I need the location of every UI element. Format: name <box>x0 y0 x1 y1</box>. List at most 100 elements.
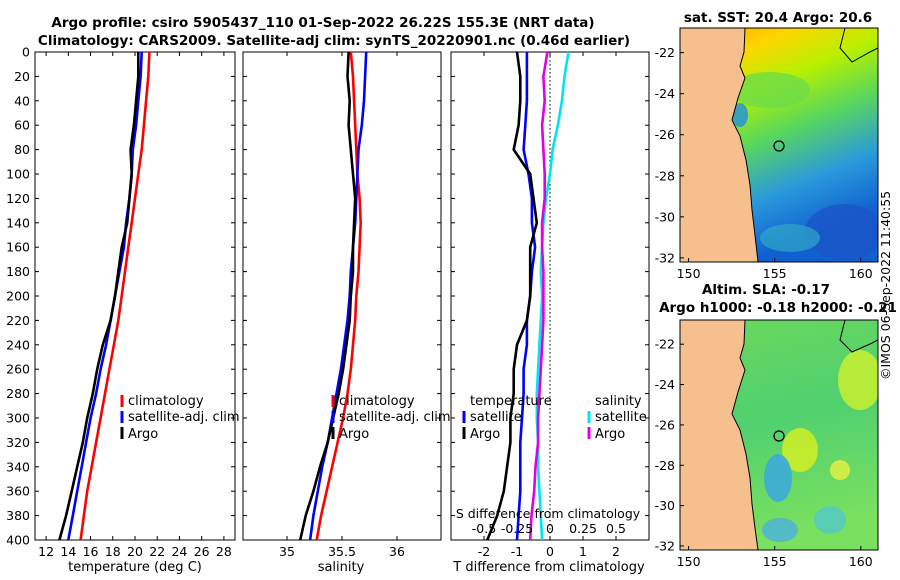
sst-map-ticks: 150 155 160 -22 -24 -26 -28 -30 -32 <box>655 45 873 281</box>
longitude-tick-label: 150 <box>677 554 701 569</box>
sla-map <box>680 320 878 550</box>
series-argo <box>298 51 357 541</box>
x-tick-label: 36 <box>389 544 405 559</box>
temperature-x-ticks: 12 14 16 18 20 22 24 26 28 <box>38 52 232 559</box>
sst-patch <box>760 224 820 252</box>
x-tick-label: 35.5 <box>328 544 356 559</box>
longitude-tick-label: 155 <box>763 554 787 569</box>
depth-tick-label: 160 <box>6 240 30 255</box>
latitude-tick-label: -24 <box>655 86 675 101</box>
secondary-tick-label: 0.5 <box>606 521 626 536</box>
latitude-tick-label: -28 <box>655 168 675 183</box>
longitude-tick-label: 155 <box>763 266 787 281</box>
latitude-tick-label: -22 <box>655 337 675 352</box>
series-climatology <box>79 51 151 541</box>
longitude-tick-label: 160 <box>849 554 873 569</box>
x-tick-label: 18 <box>105 544 121 559</box>
salinity-legend: climatology satellite-adj. clim Argo <box>331 394 451 442</box>
depth-axis: 0 20 40 60 80 100 120 140 160 180 200 220 240 260 280 3… <box>6 45 649 548</box>
coastline <box>839 28 878 63</box>
series-satellite-adj-clim <box>308 51 368 541</box>
sla-map-ticks: 150 155 160 -22 -24 -26 -28 -30 -32 <box>655 337 873 569</box>
legend-label-argo: Argo <box>339 427 369 442</box>
depth-tick-label: 220 <box>6 313 30 328</box>
latitude-tick-label: -26 <box>655 417 675 432</box>
depth-tick-label: 320 <box>6 435 30 450</box>
sla-map-title-2: Argo h1000: -0.18 h2000: -0.21 <box>659 300 897 316</box>
depth-tick-label: 280 <box>6 386 30 401</box>
legend-label-argo: Argo <box>128 427 158 442</box>
legend-label-climatology: climatology <box>128 394 204 409</box>
temperature-legend: climatology satellite-adj. clim Argo <box>120 394 240 442</box>
land-australia <box>680 28 759 262</box>
argo-position-marker <box>773 430 785 442</box>
sst-patch <box>732 103 748 127</box>
legend-label-t-satellite: satellite <box>470 410 522 425</box>
x-tick-label: 12 <box>38 544 54 559</box>
sla-patch <box>838 350 878 410</box>
sla-patch <box>782 428 818 472</box>
sla-patch <box>764 454 792 502</box>
header-line-1: Argo profile: csiro 5905437_110 01-Sep-2… <box>51 15 594 31</box>
legend-label-s-satellite: satellite <box>595 410 647 425</box>
depth-tick-label: 400 <box>6 533 30 548</box>
x-tick-label: 35 <box>279 544 295 559</box>
x-tick-label: 16 <box>83 544 99 559</box>
legend-label-satellite: satellite-adj. clim <box>128 410 240 425</box>
x-tick-label: 24 <box>171 544 187 559</box>
salinity-difference-ticks: -0.5 -0.25 0 0.25 0.5 <box>472 521 626 536</box>
depth-tick-label: 180 <box>6 264 30 279</box>
series-argo <box>58 52 140 541</box>
x-tick-label: 2 <box>612 544 620 559</box>
sst-patch <box>805 204 878 260</box>
latitude-tick-label: -30 <box>655 209 675 224</box>
legend-title-temperature: temperature <box>470 394 552 409</box>
depth-tick-label: 120 <box>6 191 30 206</box>
sst-map-title: sat. SST: 20.4 Argo: 20.6 <box>684 10 872 26</box>
latitude-tick-label: -26 <box>655 127 675 142</box>
depth-tick-label: 300 <box>6 411 30 426</box>
depth-tick-label: 340 <box>6 459 30 474</box>
secondary-tick-label: 0 <box>546 521 554 536</box>
secondary-tick-label: -0.25 <box>501 521 533 536</box>
x-tick-label: -2 <box>478 544 490 559</box>
secondary-tick-label: 0.25 <box>569 521 597 536</box>
x-tick-label: 1 <box>579 544 587 559</box>
legend-title-salinity: salinity <box>595 394 642 409</box>
depth-tick-label: 200 <box>6 289 30 304</box>
x-tick-label: 22 <box>149 544 165 559</box>
x-tick-label: -1 <box>511 544 523 559</box>
latitude-tick-label: -32 <box>655 250 675 265</box>
legend-label-s-argo: Argo <box>595 427 625 442</box>
sst-patch <box>730 72 810 108</box>
latitude-tick-label: -24 <box>655 377 675 392</box>
temperature-xlabel: temperature (deg C) <box>68 560 202 575</box>
longitude-tick-label: 160 <box>849 266 873 281</box>
series-satellite-adj-clim <box>67 51 143 541</box>
x-tick-label: 20 <box>127 544 143 559</box>
depth-tick-label: 140 <box>6 215 30 230</box>
depth-tick-label: 20 <box>14 69 30 84</box>
x-tick-label: 28 <box>216 544 232 559</box>
timestamp-stamp: ©IMOS 06-Sep-2022 11:40:55 <box>878 190 893 380</box>
latitude-tick-label: -32 <box>655 538 675 553</box>
depth-tick-label: 0 <box>22 45 30 60</box>
argo-position-marker <box>773 140 785 152</box>
difference-xlabel: T difference from climatology <box>452 560 645 575</box>
temperature-series <box>58 51 151 541</box>
x-tick-label: 26 <box>194 544 210 559</box>
land-australia <box>680 320 759 550</box>
longitude-tick-label: 150 <box>677 266 701 281</box>
latitude-tick-label: -30 <box>655 498 675 513</box>
depth-tick-label: 100 <box>6 167 30 182</box>
series-s-argo <box>528 51 549 541</box>
salinity-plot-frame <box>242 51 442 541</box>
sst-map-frame <box>679 27 879 263</box>
depth-tick-label: 40 <box>14 93 30 108</box>
series-climatology <box>315 51 363 541</box>
depth-tick-label: 60 <box>14 118 30 133</box>
series-t-argo <box>486 51 539 541</box>
depth-tick-label: 80 <box>14 142 30 157</box>
sla-map-frame <box>679 319 879 551</box>
